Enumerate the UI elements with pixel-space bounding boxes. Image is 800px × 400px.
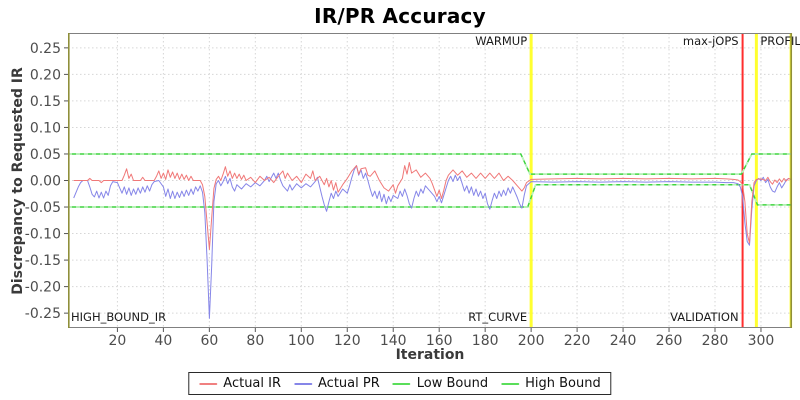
series-actual-pr — [73, 165, 792, 319]
y-tick-label: 0.25 — [30, 41, 61, 57]
legend-label-high-bound: High Bound — [525, 376, 601, 391]
y-tick-label: -0.10 — [25, 227, 61, 243]
legend-item-high-bound: High Bound — [501, 376, 601, 391]
x-axis-label: Iteration — [395, 347, 465, 363]
x-tick-label: 300 — [748, 333, 775, 349]
legend-swatch-actual-ir — [199, 382, 218, 385]
phase-label-warmup: WARMUP — [475, 34, 527, 48]
x-tick-label: 40 — [154, 333, 172, 349]
x-tick-label: 140 — [380, 333, 407, 349]
y-tick-label: 0.15 — [30, 94, 61, 110]
legend-swatch-low-bound — [392, 382, 411, 385]
y-tick-label: -0.15 — [25, 253, 61, 269]
y-tick-label: 0.05 — [30, 147, 61, 163]
legend-swatch-high-bound — [501, 382, 520, 385]
phase-label-validation: VALIDATION — [670, 310, 739, 324]
phase-label-max-jops: max-jOPS — [683, 34, 739, 48]
legend-item-actual-pr: Actual PR — [294, 376, 380, 391]
x-tick-label: 280 — [702, 333, 729, 349]
y-tick-label: 0.20 — [30, 67, 61, 83]
x-tick-label: 20 — [109, 333, 127, 349]
phase-label-profile: PROFILE — [760, 34, 800, 48]
series-high-bound — [68, 153, 792, 175]
x-tick-label: 200 — [518, 333, 545, 349]
series-actual-ir — [73, 162, 792, 250]
legend: Actual IR Actual PR Low Bound High Bound — [188, 372, 612, 395]
x-tick-label: 240 — [610, 333, 637, 349]
series-low-bound-dash — [68, 183, 792, 208]
x-tick-label: 100 — [288, 333, 315, 349]
legend-swatch-actual-pr — [294, 382, 313, 385]
y-axis-label: Discrepancy to Requested IR — [10, 67, 26, 295]
legend-label-actual-ir: Actual IR — [223, 376, 282, 391]
series-low-bound — [68, 183, 792, 208]
x-tick-label: 260 — [656, 333, 683, 349]
x-tick-label: 60 — [200, 333, 218, 349]
x-tick-label: 160 — [426, 333, 453, 349]
x-tick-label: 80 — [246, 333, 264, 349]
x-tick-label: 180 — [472, 333, 499, 349]
x-tick-label: 220 — [564, 333, 591, 349]
legend-label-actual-pr: Actual PR — [318, 376, 380, 391]
chart-title: IR/PR Accuracy — [314, 4, 486, 28]
legend-label-low-bound: Low Bound — [416, 376, 489, 391]
y-tick-label: -0.25 — [25, 306, 61, 322]
y-tick-label: 0.10 — [30, 120, 61, 136]
y-tick-label: -0.05 — [25, 200, 61, 216]
legend-item-actual-ir: Actual IR — [199, 376, 281, 391]
y-tick-label: 0.00 — [30, 174, 61, 190]
annotation-high_bound_ir: HIGH_BOUND_IR — [71, 310, 166, 324]
y-tick-label: -0.20 — [25, 280, 61, 296]
x-tick-label: 120 — [334, 333, 361, 349]
chart-canvas: 20 40 60 80 100 120 140 160 180 200 220 240 260 280 30… — [25, 33, 800, 349]
series-high-bound-dash — [68, 153, 792, 175]
phase-label-rt_curve: RT_CURVE — [468, 310, 527, 324]
legend-item-low-bound: Low Bound — [392, 376, 489, 391]
